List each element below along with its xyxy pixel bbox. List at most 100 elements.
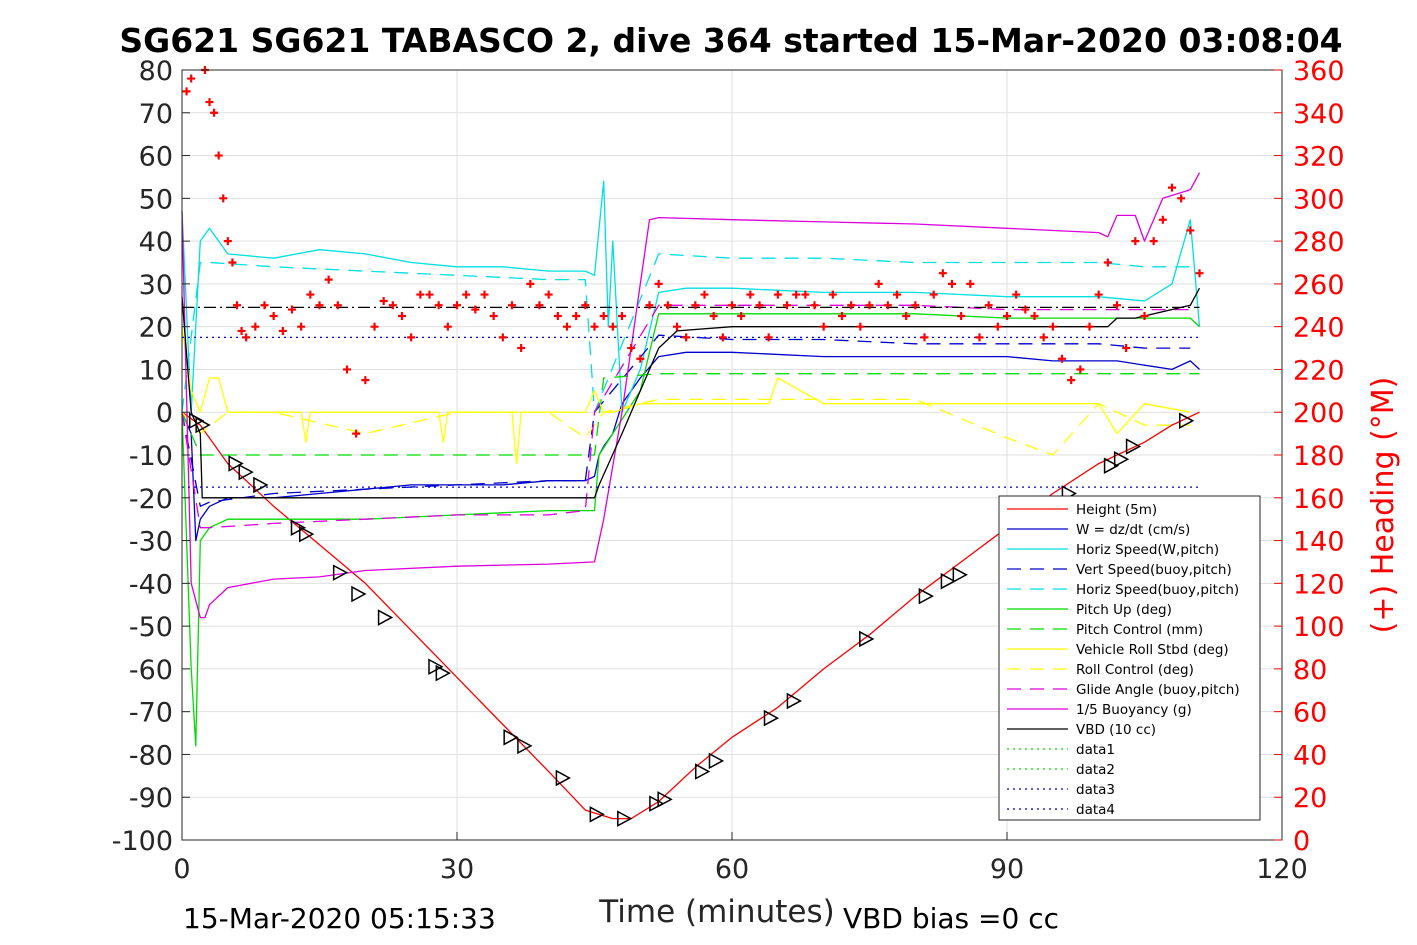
heading-marker bbox=[608, 322, 617, 331]
heading-marker bbox=[819, 322, 828, 331]
legend-label: VBD (10 cc) bbox=[1076, 722, 1156, 738]
y-tick-label-right: 100 bbox=[1293, 612, 1345, 643]
heading-marker bbox=[182, 87, 191, 96]
heading-marker bbox=[425, 290, 434, 299]
heading-marker bbox=[315, 301, 324, 310]
y-tick-label-right: 60 bbox=[1293, 698, 1327, 729]
legend-label: data2 bbox=[1076, 762, 1115, 778]
heading-marker bbox=[352, 429, 361, 438]
heading-marker bbox=[398, 311, 406, 320]
heading-marker bbox=[214, 151, 223, 160]
heading-marker bbox=[544, 290, 553, 299]
legend-label: Vehicle Roll Stbd (deg) bbox=[1076, 642, 1229, 658]
triangle-marker bbox=[1125, 438, 1142, 455]
triangle-marker bbox=[1179, 412, 1195, 430]
triangle-marker bbox=[299, 525, 315, 543]
legend-label: Pitch Control (mm) bbox=[1076, 622, 1203, 638]
y-tick-label-left: 10 bbox=[139, 355, 173, 386]
triangle-marker bbox=[940, 572, 956, 590]
heading-marker bbox=[783, 301, 791, 310]
y-tick-label-left: 40 bbox=[139, 227, 173, 258]
heading-marker bbox=[480, 290, 489, 299]
heading-marker bbox=[205, 98, 214, 107]
heading-marker bbox=[663, 301, 672, 310]
triangle-marker bbox=[657, 791, 673, 808]
y-tick-label-right: 180 bbox=[1293, 441, 1345, 472]
heading-marker bbox=[764, 333, 773, 342]
triangle-marker bbox=[195, 416, 211, 434]
heading-marker bbox=[838, 311, 846, 320]
y-tick-label-left: -60 bbox=[129, 655, 173, 686]
series-line-pitch-control-mm bbox=[181, 373, 1200, 456]
y-tick-label-left: -80 bbox=[129, 740, 173, 771]
heading-marker bbox=[700, 290, 709, 299]
heading-marker bbox=[210, 108, 219, 117]
heading-marker bbox=[553, 311, 562, 320]
y-tick-label-right: 240 bbox=[1293, 313, 1345, 344]
heading-marker bbox=[453, 301, 461, 310]
heading-marker bbox=[828, 290, 837, 299]
heading-marker bbox=[673, 322, 681, 331]
heading-marker bbox=[237, 326, 246, 335]
series-line-horiz-speed-w-pitch bbox=[181, 180, 1201, 413]
heading-marker bbox=[792, 290, 801, 299]
triangle-marker bbox=[763, 709, 780, 727]
heading-marker bbox=[773, 290, 782, 299]
heading-marker bbox=[636, 354, 645, 363]
footer-timestamp: 15-Mar-2020 05:15:33 bbox=[183, 902, 496, 935]
heading-marker bbox=[370, 322, 379, 331]
series-line-pitch-up-deg bbox=[181, 313, 1200, 747]
heading-marker bbox=[847, 301, 856, 310]
triangle-marker bbox=[351, 585, 367, 603]
heading-marker bbox=[975, 333, 984, 342]
heading-marker bbox=[590, 322, 599, 331]
heading-marker bbox=[260, 301, 269, 310]
heading-marker bbox=[1085, 322, 1094, 331]
heading-marker bbox=[728, 301, 736, 310]
legend-label: Roll Control (deg) bbox=[1076, 662, 1194, 678]
heading-marker bbox=[508, 301, 516, 310]
y-tick-label-right: 320 bbox=[1293, 142, 1345, 173]
heading-marker bbox=[856, 322, 865, 331]
y-tick-label-left: 80 bbox=[139, 56, 173, 87]
heading-marker bbox=[1030, 311, 1039, 320]
y-tick-label-right: 80 bbox=[1293, 655, 1327, 686]
y-tick-label-left: 70 bbox=[139, 99, 173, 130]
heading-marker bbox=[874, 279, 883, 288]
heading-marker bbox=[233, 301, 241, 310]
x-tick-label: 0 bbox=[173, 854, 190, 885]
heading-marker bbox=[288, 305, 296, 314]
heading-marker bbox=[517, 344, 526, 353]
triangle-marker-layer bbox=[189, 412, 1195, 827]
heading-marker bbox=[581, 301, 590, 310]
y-tick-label-right: 40 bbox=[1293, 740, 1327, 771]
heading-marker bbox=[1158, 215, 1167, 224]
x-axis-label: Time (minutes) bbox=[598, 894, 834, 930]
legend-label: Horiz Speed(buoy,pitch) bbox=[1076, 582, 1239, 598]
legend-label: data3 bbox=[1076, 782, 1115, 798]
heading-marker bbox=[883, 301, 892, 310]
heading-marker bbox=[801, 290, 810, 299]
x-tick-label: 30 bbox=[440, 854, 474, 885]
series-line-glide-angle-buoy-pitch bbox=[181, 304, 1191, 529]
x-tick-label: 60 bbox=[715, 854, 749, 885]
y-tick-label-right: 120 bbox=[1293, 569, 1345, 600]
heading-marker bbox=[388, 301, 397, 310]
heading-marker bbox=[228, 258, 237, 267]
heading-marker bbox=[810, 301, 819, 310]
y-tick-label-right: 360 bbox=[1293, 56, 1345, 87]
y-tick-label-left: -90 bbox=[129, 783, 173, 814]
legend: Height (5m) W = dz/dt (cm/s) Horiz Speed(W… bbox=[998, 495, 1261, 821]
triangle-marker bbox=[332, 564, 349, 581]
triangle-marker bbox=[428, 658, 444, 676]
heading-marker bbox=[526, 279, 535, 288]
y-tick-label-left: 0 bbox=[156, 398, 173, 429]
y-tick-label-left: -20 bbox=[129, 484, 173, 515]
legend-label: data4 bbox=[1076, 802, 1115, 818]
y-tick-label-left: -10 bbox=[129, 441, 173, 472]
y-tick-label-left: -40 bbox=[129, 569, 173, 600]
heading-marker bbox=[966, 279, 975, 288]
triangle-marker bbox=[708, 752, 725, 770]
heading-marker bbox=[1003, 311, 1011, 320]
